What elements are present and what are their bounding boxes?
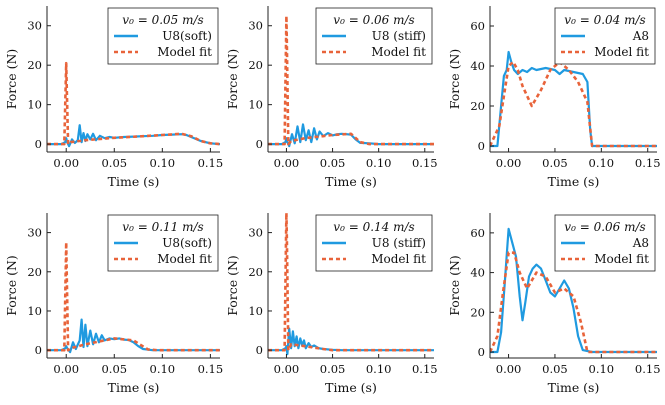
legend-title: v₀ = 0.14 m/s xyxy=(333,220,414,234)
panel-top-middle: 0.00 0.05 0.10 0.15 0 10 20 30 Time (s) Force (N)… xyxy=(225,6,438,189)
legend-title: v₀ = 0.06 m/s xyxy=(333,13,414,27)
model-fit-line xyxy=(47,61,220,146)
x-tick-label: 0.15 xyxy=(635,156,661,170)
legend-entry-label: Model fit xyxy=(594,252,649,266)
measured-force-line xyxy=(268,327,434,356)
x-tick-label: 0.05 xyxy=(320,156,346,170)
y-tick-label: 60 xyxy=(470,19,485,33)
panel-bottom-right: 0.00 0.05 0.10 0.15 0 20 40 60 Time (s) Force (N)… xyxy=(447,213,661,395)
legend: v₀ = 0.06 m/s U8 (stiff) Model fit xyxy=(315,7,433,65)
model-fit-line xyxy=(490,251,657,354)
model-fit-line xyxy=(490,60,657,148)
y-axis-label: Force (N) xyxy=(4,255,19,316)
legend-entry-label: U8(soft) xyxy=(162,29,212,43)
y-tick-label: 30 xyxy=(27,19,42,33)
x-tick-label: 0.05 xyxy=(542,362,568,376)
x-tick-label: 0.15 xyxy=(198,156,224,170)
y-tick-label: 40 xyxy=(470,266,485,280)
legend-entry-label: U8(soft) xyxy=(162,236,212,250)
x-tick-label: 0.05 xyxy=(320,362,346,376)
panel-bottom-left: 0.00 0.05 0.10 0.15 0 10 20 30 Time (s) Force (N)… xyxy=(4,213,223,395)
legend-entry-label: U8 (stiff) xyxy=(372,29,426,43)
y-axis-label: Force (N) xyxy=(4,49,19,110)
model-fit-line xyxy=(268,14,434,146)
legend-entry-label: Model fit xyxy=(157,45,212,59)
x-tick-label: 0.10 xyxy=(150,156,176,170)
legend: v₀ = 0.04 m/s A8 Model fit xyxy=(554,7,656,65)
y-tick-label: 20 xyxy=(27,265,42,279)
x-tick-label: 0.05 xyxy=(542,156,568,170)
x-tick-label: 0.15 xyxy=(412,156,438,170)
y-tick-label: 20 xyxy=(248,58,263,72)
x-axis-label: Time (s) xyxy=(108,174,160,189)
y-tick-label: 30 xyxy=(248,19,263,33)
y-tick-label: 0 xyxy=(35,343,42,357)
model-fit-line xyxy=(47,241,220,352)
legend-entry-label: A8 xyxy=(632,236,649,250)
x-tick-label: 0.00 xyxy=(53,156,79,170)
x-tick-label: 0.00 xyxy=(496,156,522,170)
x-axis-label: Time (s) xyxy=(325,174,377,189)
legend-title: v₀ = 0.05 m/s xyxy=(122,13,203,27)
x-tick-label: 0.10 xyxy=(150,362,176,376)
x-tick-label: 0.05 xyxy=(101,156,127,170)
y-tick-label: 30 xyxy=(248,226,263,240)
x-tick-label: 0.05 xyxy=(101,362,127,376)
x-axis-label: Time (s) xyxy=(108,380,160,395)
y-axis-label: Force (N) xyxy=(447,255,462,316)
legend-entry-label: Model fit xyxy=(157,252,212,266)
legend-entry-label: A8 xyxy=(632,29,649,43)
x-tick-label: 0.00 xyxy=(53,362,79,376)
measured-force-line xyxy=(47,318,220,354)
y-tick-label: 10 xyxy=(27,98,42,112)
legend-entry-label: Model fit xyxy=(371,45,426,59)
legend-title: v₀ = 0.06 m/s xyxy=(564,220,645,234)
legend-entry-label: U8 (stiff) xyxy=(372,236,426,250)
x-tick-label: 0.15 xyxy=(412,362,438,376)
legend-entry-label: Model fit xyxy=(594,45,649,59)
x-tick-label: 0.15 xyxy=(198,362,224,376)
x-axis-label: Time (s) xyxy=(548,174,600,189)
y-tick-label: 20 xyxy=(470,305,485,319)
y-tick-label: 0 xyxy=(478,345,485,359)
x-tick-label: 0.00 xyxy=(496,362,522,376)
x-tick-label: 0.10 xyxy=(589,156,615,170)
y-tick-label: 0 xyxy=(256,137,263,151)
legend-title: v₀ = 0.11 m/s xyxy=(122,220,203,234)
y-tick-label: 0 xyxy=(478,139,485,153)
legend: v₀ = 0.06 m/s A8 Model fit xyxy=(554,214,656,272)
panel-top-left: 0.00 0.05 0.10 0.15 0 10 20 30 Time (s) Force (N)… xyxy=(4,6,223,189)
x-tick-label: 0.00 xyxy=(274,362,300,376)
y-tick-label: 20 xyxy=(470,99,485,113)
x-axis-label: Time (s) xyxy=(325,380,377,395)
x-tick-label: 0.10 xyxy=(366,156,392,170)
measured-force-line xyxy=(490,227,657,354)
legend: v₀ = 0.14 m/s U8 (stiff) Model fit xyxy=(315,214,433,272)
y-axis-label: Force (N) xyxy=(225,49,240,110)
y-tick-label: 10 xyxy=(27,304,42,318)
y-tick-label: 20 xyxy=(27,58,42,72)
x-axis-label: Time (s) xyxy=(548,380,600,395)
y-tick-label: 20 xyxy=(248,265,263,279)
y-tick-label: 0 xyxy=(35,137,42,151)
y-axis-label: Force (N) xyxy=(447,49,462,110)
y-tick-label: 0 xyxy=(256,343,263,357)
legend: v₀ = 0.11 m/s U8(soft) Model fit xyxy=(107,214,219,272)
y-tick-label: 40 xyxy=(470,59,485,73)
x-tick-label: 0.10 xyxy=(589,362,615,376)
y-tick-label: 10 xyxy=(248,304,263,318)
x-tick-label: 0.10 xyxy=(366,362,392,376)
legend: v₀ = 0.05 m/s U8(soft) Model fit xyxy=(107,7,219,65)
y-tick-label: 60 xyxy=(470,226,485,240)
panel-top-right: 0.00 0.05 0.10 0.15 0 20 40 60 Time (s) Force (N)… xyxy=(447,6,661,189)
legend-title: v₀ = 0.04 m/s xyxy=(564,13,645,27)
x-tick-label: 0.15 xyxy=(635,362,661,376)
y-axis-label: Force (N) xyxy=(225,255,240,316)
x-tick-label: 0.00 xyxy=(274,156,300,170)
y-tick-label: 30 xyxy=(27,226,42,240)
y-tick-label: 10 xyxy=(248,98,263,112)
panel-bottom-middle: 0.00 0.05 0.10 0.15 0 10 20 30 Time (s) Force (N)… xyxy=(225,213,438,395)
legend-entry-label: Model fit xyxy=(371,252,426,266)
